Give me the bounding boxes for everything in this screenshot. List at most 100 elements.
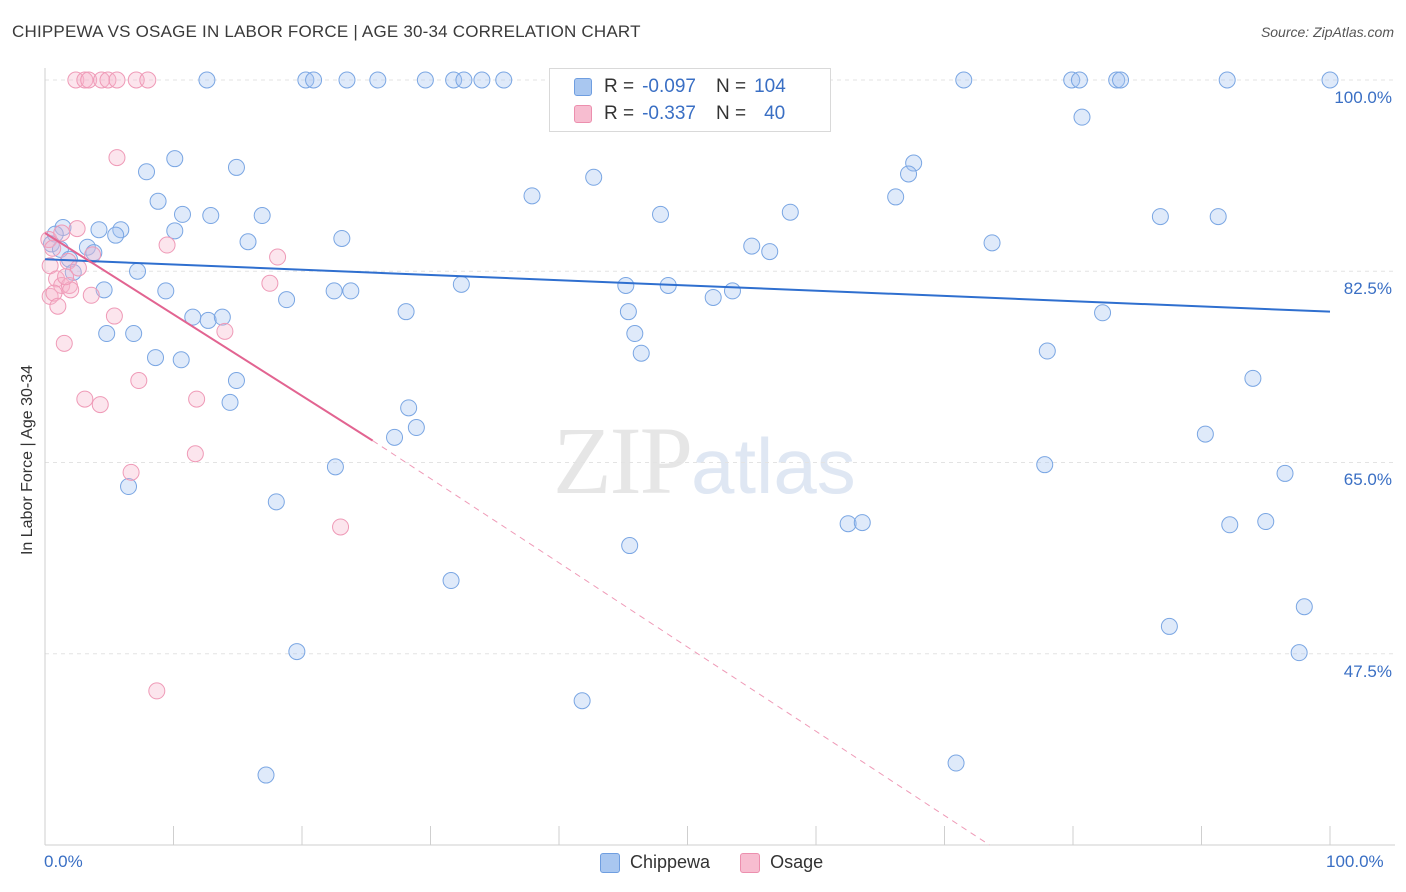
y-tick-47-5: 47.5% [1343,662,1392,681]
osage-point [53,224,71,242]
y-tick-100: 100.0% [1334,88,1392,107]
chart-title: CHIPPEWA VS OSAGE IN LABOR FORCE | AGE 3… [12,22,641,41]
osage-point [261,274,279,292]
chippewa-point [1295,598,1313,616]
n-value: 104 [754,76,786,97]
chippewa-point [166,150,184,168]
chippewa-point [1073,108,1091,126]
osage-point [186,445,204,463]
chippewa-point [781,203,799,221]
osage-point [76,390,94,408]
chippewa-point [157,282,175,300]
chippewa-point [213,308,231,326]
chippewa-point [1257,513,1275,531]
chippewa-point [278,291,296,309]
chippewa-point [407,419,425,437]
chippewa-point [333,229,351,247]
osage-point [82,286,100,304]
legend-item-chippewa: Chippewa [600,852,710,873]
chippewa-point [1151,208,1169,226]
chippewa-legend-swatch [600,852,620,873]
chippewa-point [619,303,637,321]
chippewa-point [632,344,650,362]
osage-point [108,71,126,89]
osage-point [93,71,111,89]
chippewa-point [585,168,603,186]
chippewa-point [338,71,356,89]
chippewa-point [98,325,116,343]
chippewa-point [288,643,306,661]
r-label: R = [604,76,635,97]
chippewa-point [761,243,779,261]
chippewa-point [202,207,220,225]
osage-point [148,682,166,700]
y-tick-82-5: 82.5% [1343,279,1392,298]
osage-legend-swatch [740,852,761,873]
chippewa-point [523,187,541,205]
osage-point [139,71,157,89]
chippewa-point [1038,342,1056,360]
chippewa-point [626,325,644,343]
watermark: ZIPatlas [553,405,856,516]
chippewa-point [445,71,463,89]
chippewa-point [652,205,670,223]
chippewa-point [704,288,722,306]
chippewa-point [905,154,923,172]
chippewa-point [1244,369,1262,387]
chippewa-point [1221,516,1239,534]
chippewa-point [172,351,190,369]
chippewa-point [107,226,125,244]
osage-point [49,297,67,315]
y-tick-65: 65.0% [1343,470,1392,489]
chippewa-point [1321,71,1339,89]
chippewa-point [138,163,156,181]
chippewa-point [342,282,360,300]
chippewa-trend-line [44,258,1331,313]
chippewa-point [1036,456,1054,474]
chippewa-point [95,281,113,299]
osage-point [216,322,234,340]
osage-point [127,71,145,89]
chippewa-point [326,458,344,476]
chippewa-points [42,71,1339,784]
chippewa-point [723,282,741,300]
chippewa-point [129,262,147,280]
osage-point [57,268,75,286]
trend-lines [44,232,1331,846]
chippewa-point [1290,644,1308,662]
chippewa-point [1108,71,1126,89]
chippewa-point [90,221,108,239]
osage-point [108,149,126,167]
chippewa-point [199,311,217,329]
chippewa-point [1070,71,1088,89]
chippewa-point [257,766,275,784]
chippewa-point [227,158,245,176]
osage-point [62,281,80,299]
chippewa-point [455,71,473,89]
osage-point [188,390,206,408]
osage-point [76,71,94,89]
chippewa-point [839,515,857,533]
osage-point [68,220,86,238]
chippewa-point [573,692,591,710]
axes [44,68,1395,846]
osage-point [55,334,73,352]
watermark-atlas: atlas [691,422,856,510]
osage-swatch [574,105,592,123]
chippewa-point [900,165,918,183]
osage-point [105,307,123,325]
chippewa-point [495,71,513,89]
osage-legend-label: Osage [770,852,824,872]
chippewa-point [1160,617,1178,635]
legend-row-osage: R = -0.337 N = 40 [574,102,785,126]
x-tick-max: 100.0% [1326,852,1384,871]
legend-item-osage: Osage [740,852,823,873]
chippewa-point [1196,425,1214,443]
osage-point [80,71,98,89]
chippewa-point [617,276,635,294]
chippewa-point [369,71,387,89]
chippewa-point [743,237,761,255]
chippewa-point [325,282,343,300]
stats-legend: R = -0.097 N = 104 R = -0.337 N = 40 [549,68,831,132]
